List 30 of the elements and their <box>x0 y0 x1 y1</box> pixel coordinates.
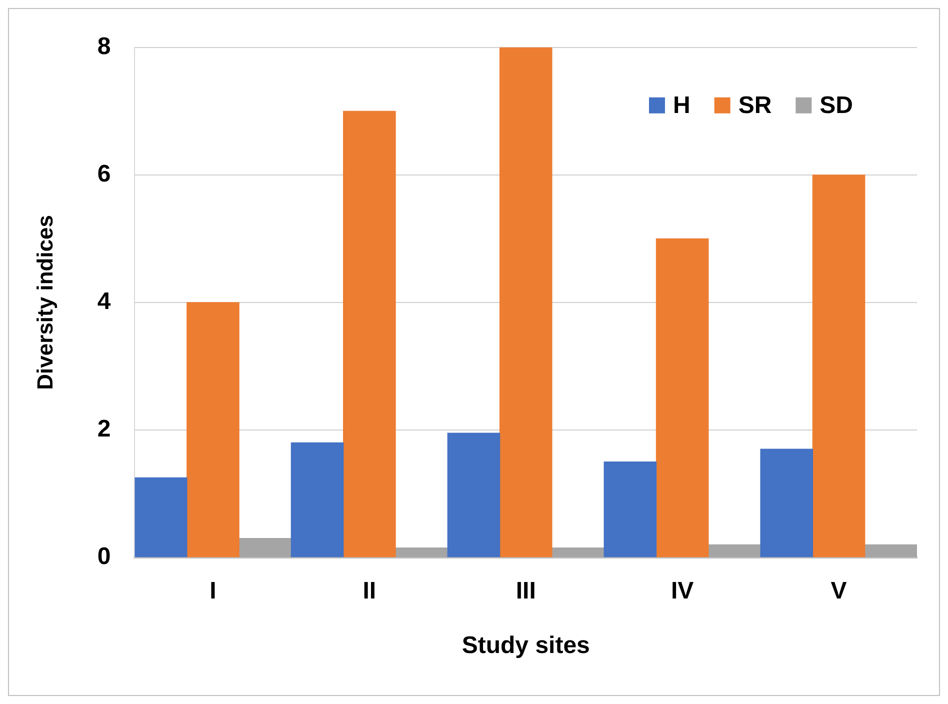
bar <box>760 448 814 558</box>
y-axis-title: Diversity indices <box>32 214 58 390</box>
y-tick-label: 2 <box>97 416 111 443</box>
y-tick-label: 8 <box>97 33 111 60</box>
bar <box>812 174 866 558</box>
x-axis-title: Study sites <box>462 632 590 660</box>
bar <box>499 47 552 558</box>
bar <box>186 302 240 558</box>
bar <box>656 238 709 558</box>
bar <box>290 442 344 558</box>
bar <box>134 477 188 558</box>
legend-label: SR <box>738 92 772 120</box>
bar <box>604 461 657 558</box>
y-tick-label: 0 <box>97 543 111 570</box>
x-tick-label: IV <box>670 577 694 604</box>
legend-label: SD <box>820 92 854 120</box>
bar <box>395 548 448 558</box>
y-tick-label: 6 <box>97 160 111 188</box>
y-tick-label: 4 <box>97 288 112 316</box>
x-tick-label: V <box>830 577 847 604</box>
x-tick-label: II <box>362 577 376 604</box>
bar <box>238 538 292 558</box>
bar <box>864 544 917 558</box>
x-tick-label: I <box>210 577 216 604</box>
bar <box>552 548 604 558</box>
legend-label: H <box>672 92 690 120</box>
bar <box>708 544 761 558</box>
bar <box>343 110 396 558</box>
bar <box>447 432 500 558</box>
x-tick-label: III <box>516 577 536 604</box>
